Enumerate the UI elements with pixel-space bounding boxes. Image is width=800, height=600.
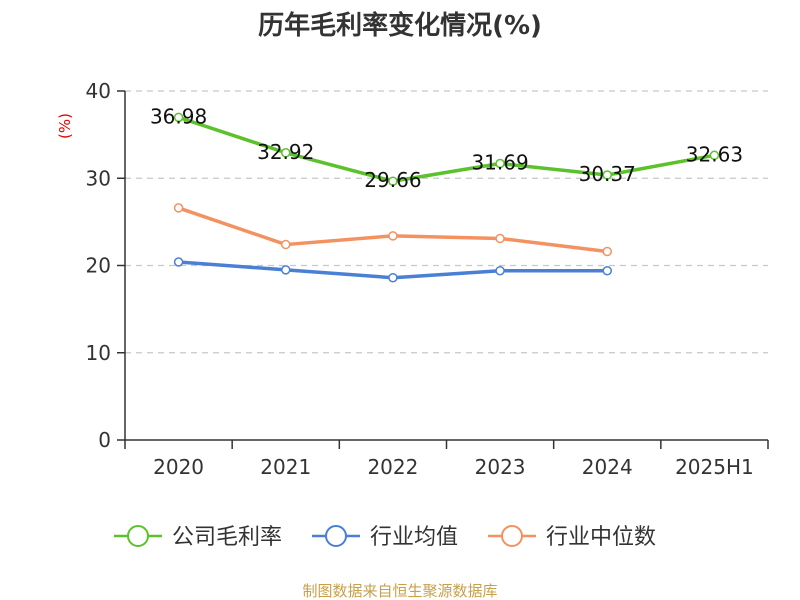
legend: 公司毛利率 行业均值 行业中位数	[114, 525, 656, 550]
data-point	[281, 265, 291, 275]
data-point	[495, 233, 505, 244]
data-point	[388, 231, 398, 241]
data-label: 32.92	[257, 140, 314, 164]
series-line-1	[178, 115, 715, 183]
data-label: 32.63	[686, 142, 743, 166]
x-tick-label: 2020	[153, 455, 204, 479]
data-point	[388, 272, 398, 283]
y-tick-label: 10	[86, 341, 111, 365]
legend-item-3: 行业中位数	[488, 525, 656, 550]
legend-label: 公司毛利率	[172, 525, 282, 550]
data-point	[602, 265, 612, 276]
y-tick-label: 40	[86, 79, 111, 103]
x-tick-label: 2024	[582, 455, 633, 479]
legend-label: 行业均值	[370, 525, 458, 550]
data-point	[495, 265, 505, 276]
chart-title: 历年毛利率变化情况(%)	[258, 10, 542, 41]
data-point	[388, 176, 398, 186]
legend-marker-icon	[127, 525, 149, 547]
data-labels: 36.98 32.92 29.66 31.69 30.37 32.63	[150, 104, 743, 192]
legend-label: 行业中位数	[546, 525, 656, 550]
data-point	[495, 158, 505, 169]
data-label: 29.66	[364, 168, 421, 192]
data-point	[173, 112, 184, 123]
data-point	[602, 170, 612, 180]
y-axis-unit-label: (%)	[56, 113, 74, 139]
x-tick-label: 2025H1	[675, 455, 754, 479]
data-label: 36.98	[150, 104, 207, 128]
x-tick-label: 2021	[260, 455, 311, 479]
legend-item-1: 公司毛利率	[114, 525, 282, 550]
data-point	[281, 148, 291, 158]
source-note: 制图数据来自恒生聚源数据库	[302, 582, 497, 600]
data-point	[602, 246, 612, 257]
data-label: 31.69	[471, 151, 528, 175]
gridlines	[125, 90, 768, 354]
axes: 0 10 20 30 40 2020 2021 2022 2023 2024 2025H1	[86, 79, 769, 479]
y-tick-label: 0	[98, 428, 111, 452]
data-point	[173, 203, 184, 213]
x-tick-label: 2023	[475, 455, 526, 479]
data-label: 30.37	[579, 162, 636, 186]
data-point	[173, 257, 184, 267]
series-line-3	[178, 206, 608, 254]
y-tick-label: 30	[86, 166, 111, 190]
series-group	[173, 112, 720, 283]
legend-item-2: 行业均值	[312, 525, 458, 550]
y-tick-label: 20	[86, 254, 111, 278]
data-point	[281, 239, 291, 250]
legend-marker-icon	[501, 525, 523, 547]
legend-marker-icon	[325, 525, 347, 547]
data-point	[709, 150, 720, 161]
x-tick-label: 2022	[367, 455, 418, 479]
